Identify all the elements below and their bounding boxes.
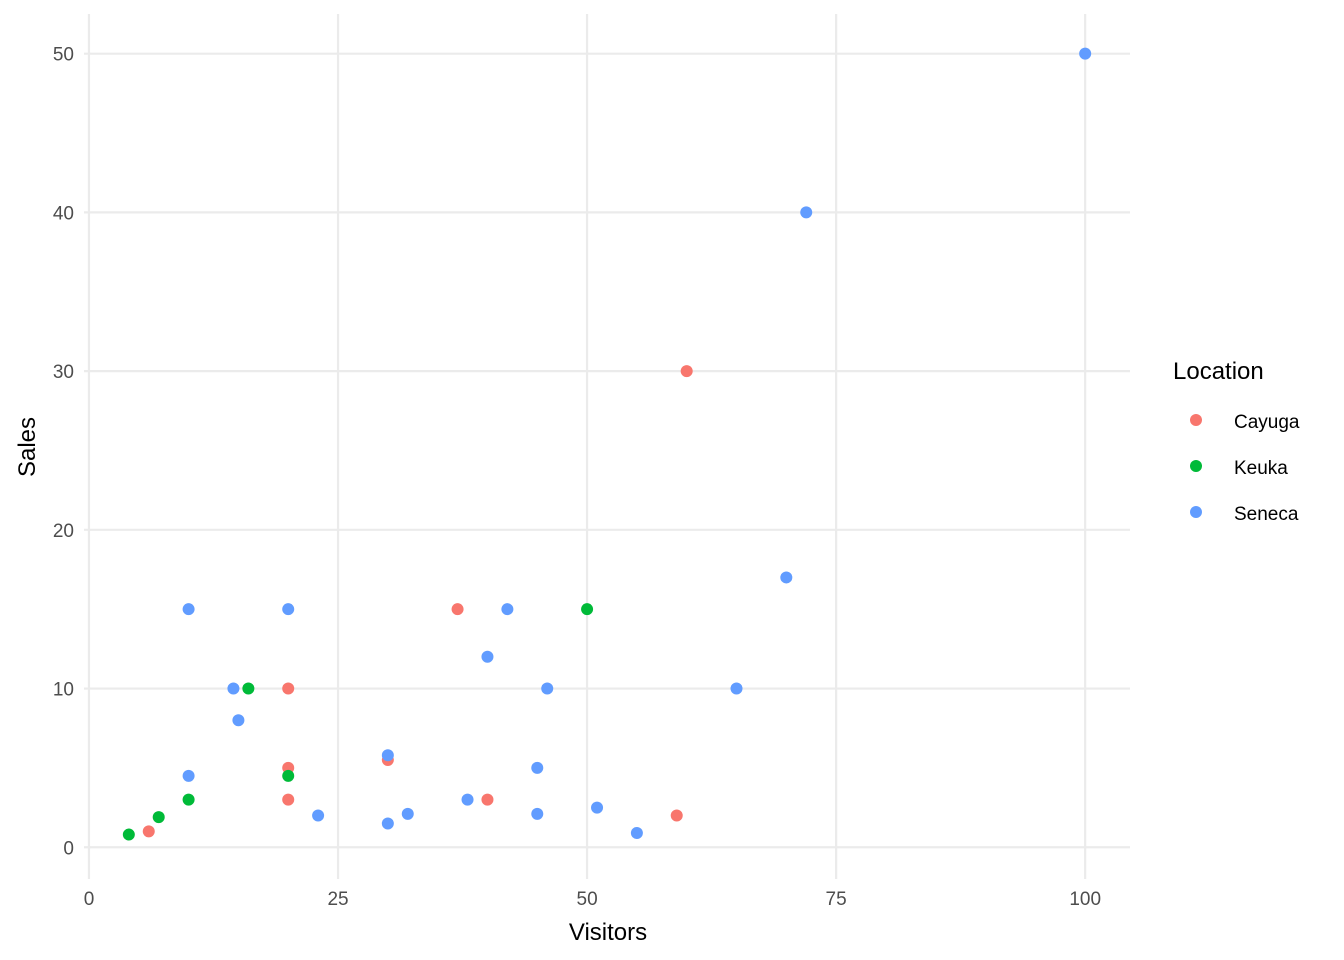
points-layer	[122, 47, 1092, 841]
data-point-seneca	[227, 682, 240, 695]
data-point-seneca	[541, 682, 554, 695]
data-point-seneca	[182, 603, 195, 616]
data-point-keuka	[152, 811, 165, 824]
legend-item-seneca: Seneca	[1190, 504, 1299, 525]
data-point-cayuga	[670, 809, 683, 822]
grid-layer	[84, 14, 1130, 879]
x-tick-label: 25	[327, 889, 348, 910]
data-point-keuka	[122, 828, 135, 841]
data-point-seneca	[800, 206, 813, 219]
data-point-seneca	[1079, 47, 1092, 60]
data-point-seneca	[312, 809, 325, 822]
legend-label-seneca: Seneca	[1234, 504, 1299, 525]
data-point-seneca	[591, 801, 604, 814]
legend-item-cayuga: Cayuga	[1190, 412, 1300, 433]
data-point-cayuga	[481, 793, 494, 806]
data-point-seneca	[461, 793, 474, 806]
data-point-seneca	[182, 769, 195, 782]
data-point-seneca	[630, 826, 643, 839]
legend-label-keuka: Keuka	[1234, 458, 1288, 479]
x-axis-title: Visitors	[569, 919, 647, 946]
legend-item-keuka: Keuka	[1190, 458, 1288, 479]
data-point-cayuga	[142, 825, 155, 838]
data-point-keuka	[581, 603, 594, 616]
data-point-seneca	[282, 603, 295, 616]
data-point-keuka	[282, 769, 295, 782]
y-tick-label: 40	[53, 203, 74, 224]
data-point-seneca	[531, 807, 544, 820]
data-point-keuka	[182, 793, 195, 806]
data-point-cayuga	[282, 682, 295, 695]
y-tick-label: 30	[53, 362, 74, 383]
data-point-seneca	[232, 714, 245, 727]
data-point-keuka	[242, 682, 255, 695]
data-point-seneca	[531, 761, 544, 774]
data-point-cayuga	[680, 365, 693, 378]
data-point-seneca	[381, 817, 394, 830]
x-tick-label: 50	[577, 889, 598, 910]
legend-label-cayuga: Cayuga	[1234, 412, 1300, 433]
data-point-seneca	[401, 807, 414, 820]
x-tick-label: 100	[1069, 889, 1101, 910]
data-point-seneca	[501, 603, 514, 616]
ticks-layer: 0 25 50 75 100 0 10 20 30 40 50	[53, 45, 1101, 910]
y-tick-label: 10	[53, 680, 74, 701]
legend-key-keuka	[1190, 460, 1202, 472]
data-point-seneca	[730, 682, 743, 695]
legend-title: Location	[1173, 358, 1264, 385]
x-tick-label: 75	[826, 889, 847, 910]
legend-key-cayuga	[1190, 414, 1202, 426]
data-point-seneca	[780, 571, 793, 584]
x-tick-label: 0	[84, 889, 95, 910]
data-point-seneca	[381, 749, 394, 762]
data-point-cayuga	[451, 603, 464, 616]
y-tick-label: 0	[63, 838, 74, 859]
y-tick-label: 50	[53, 45, 74, 66]
data-point-seneca	[481, 650, 494, 663]
data-point-cayuga	[282, 793, 295, 806]
legend-key-seneca	[1190, 506, 1202, 518]
legend: Location Cayuga Keuka Seneca	[1173, 358, 1300, 525]
y-tick-label: 20	[53, 521, 74, 542]
y-axis-title: Sales	[14, 417, 41, 477]
